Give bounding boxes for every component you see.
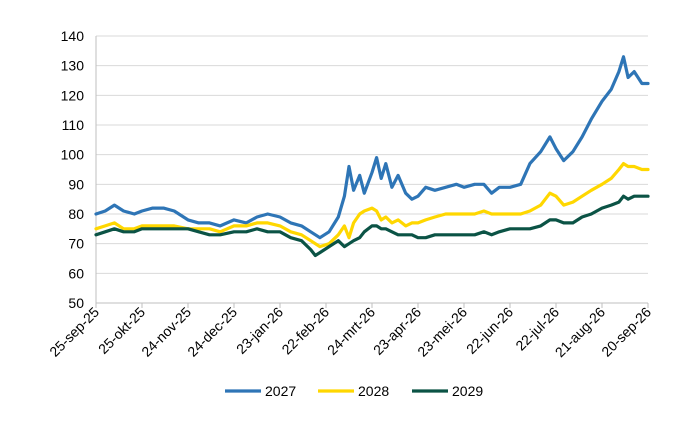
y-tick-label: 140	[61, 28, 85, 44]
gridlines	[96, 35, 648, 304]
series-lines	[94, 55, 650, 258]
y-tick-labels: 50 60 70 80 90 100 110 120 130 140	[61, 28, 85, 311]
series-line-2027	[94, 55, 650, 240]
y-tick-label: 50	[68, 295, 84, 311]
y-tick-label: 60	[68, 265, 84, 281]
x-tick-label: 22-feb-26	[278, 304, 332, 358]
y-tick-label: 80	[68, 206, 84, 222]
y-tick-label: 90	[68, 176, 84, 192]
legend: 2027 2028 2029	[225, 383, 483, 399]
y-tick-label: 70	[68, 236, 84, 252]
x-tick-label: 21-aug-26	[552, 304, 609, 361]
x-tick-label: 23-mei-26	[414, 304, 470, 360]
series-line-2028	[94, 162, 650, 249]
x-tick-label: 22-jun-26	[463, 304, 516, 357]
legend-label-2029: 2029	[452, 383, 483, 399]
y-tick-label: 120	[61, 87, 85, 103]
axes	[95, 36, 649, 308]
x-tick-label: 23-jan-26	[233, 304, 286, 357]
x-tick-label: 20-sep-26	[598, 304, 654, 360]
x-tick-labels: 25-sep-2525-okt-2524-nov-2524-dec-2523-j…	[46, 304, 654, 361]
y-tick-label: 100	[61, 147, 85, 163]
legend-label-2028: 2028	[358, 383, 389, 399]
series-line-2029	[94, 194, 650, 258]
legend-label-2027: 2027	[265, 383, 296, 399]
x-tick-label: 24-dec-25	[184, 304, 240, 360]
y-tick-label: 130	[61, 58, 85, 74]
x-tick-label: 24-mrt-26	[324, 304, 378, 358]
x-tick-label: 25-sep-25	[46, 304, 102, 360]
y-tick-label: 110	[62, 117, 85, 133]
